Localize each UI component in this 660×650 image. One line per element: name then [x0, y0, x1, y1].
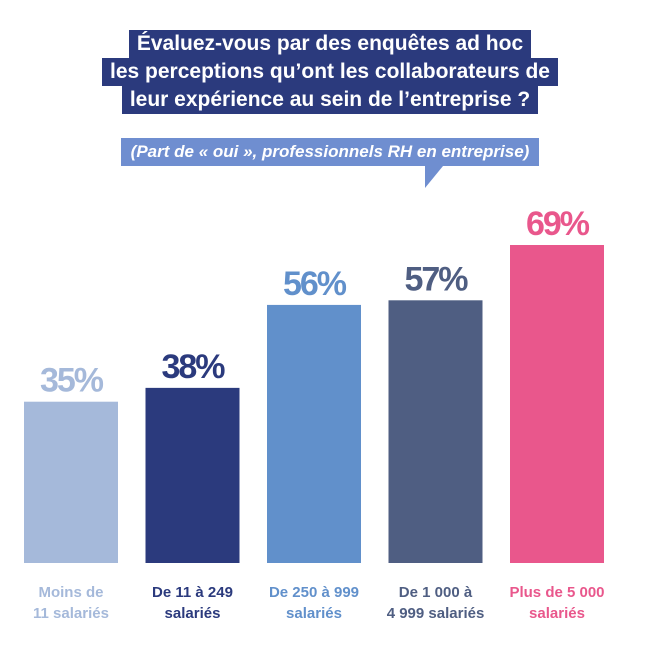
title-line-3: leur expérience au sein de l’entreprise …	[121, 86, 539, 114]
chart-subtitle-bubble: (Part de « oui », professionnels RH en e…	[0, 138, 660, 188]
bar-2	[145, 387, 240, 563]
category-label-5-line-1: Plus de 5 000	[509, 584, 604, 601]
bar-3	[267, 304, 361, 563]
category-label-1-line-2: 11 salariés	[33, 605, 109, 622]
bar-4	[388, 300, 483, 563]
chart-subtitle-box: (Part de « oui », professionnels RH en e…	[120, 138, 540, 188]
category-label-4-line-1: De 1 000 à	[399, 584, 473, 601]
value-label-1: 35%	[40, 362, 104, 400]
speech-bubble-tail	[425, 166, 444, 188]
bar-5	[510, 245, 604, 563]
title-line-1: Évaluez-vous par des enquêtes ad hoc	[128, 30, 532, 58]
category-label-2-line-2: salariés	[165, 605, 221, 622]
category-label-3-line-2: salariés	[286, 605, 342, 622]
category-label-4-line-2: 4 999 salariés	[387, 605, 485, 622]
bar-1	[24, 401, 118, 563]
category-label-5-line-2: salariés	[529, 605, 585, 622]
category-label-3-line-1: De 250 à 999	[269, 584, 359, 601]
value-label-2: 38%	[161, 348, 225, 386]
title-line-2: les perceptions qu’ont les collaborateur…	[102, 58, 558, 86]
category-label-1-line-1: Moins de	[38, 584, 103, 601]
chart-title: Évaluez-vous par des enquêtes ad hoc les…	[0, 30, 660, 114]
value-label-4: 57%	[404, 260, 468, 298]
chart-subtitle: (Part de « oui », professionnels RH en e…	[130, 142, 530, 161]
value-label-5: 69%	[526, 205, 590, 243]
category-label-2-line-1: De 11 à 249	[152, 584, 233, 601]
value-label-3: 56%	[283, 265, 347, 303]
